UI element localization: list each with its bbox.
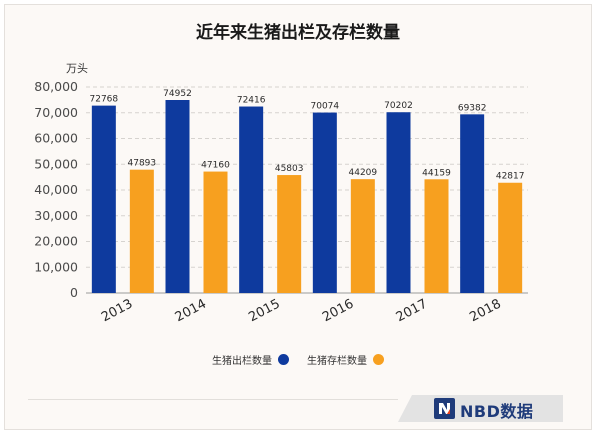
data-label: 44159 [422, 168, 451, 178]
x-tick-label: 2018 [467, 297, 503, 326]
x-tick-label: 2013 [99, 297, 135, 326]
x-tick-label: 2014 [173, 297, 209, 326]
y-tick-label: 80,000 [34, 79, 78, 94]
data-label: 47160 [201, 161, 230, 171]
y-tick-label: 60,000 [34, 131, 78, 146]
y-tick-label: 0 [70, 285, 78, 300]
data-label: 45803 [275, 164, 304, 174]
data-label: 72416 [237, 96, 266, 106]
y-tick-label: 70,000 [34, 105, 78, 120]
bar-series-2 [498, 182, 523, 293]
legend-item-series-1: 生猪出栏数量 [212, 352, 289, 367]
nbd-logo-icon [434, 398, 455, 419]
y-tick-label: 10,000 [34, 259, 78, 274]
chart-legend: 生猪出栏数量 生猪存栏数量 [0, 352, 596, 367]
data-label: 42817 [496, 172, 525, 182]
bar-series-2 [129, 169, 154, 293]
bar-series-1 [386, 112, 411, 293]
legend-label-series-1: 生猪出栏数量 [212, 356, 272, 367]
y-tick-label: 50,000 [34, 156, 78, 171]
footer-brand-band [398, 395, 563, 422]
legend-marker-series-1 [278, 354, 289, 365]
y-tick-label: 20,000 [34, 234, 78, 249]
bar-series-2 [277, 175, 302, 293]
bar-series-2 [203, 171, 228, 293]
bar-series-2 [424, 179, 449, 293]
data-label: 47893 [128, 159, 157, 169]
chart-title: 近年来生猪出栏及存栏数量 [196, 23, 400, 43]
data-label: 72768 [90, 95, 119, 105]
bar-series-1 [460, 114, 485, 294]
legend-item-series-2: 生猪存栏数量 [307, 352, 384, 367]
data-label: 70202 [384, 101, 413, 111]
data-label: 44209 [349, 168, 378, 178]
bar-series-1 [165, 99, 190, 293]
brand-name: NBD数据 [460, 402, 534, 421]
x-tick-label: 2017 [394, 297, 430, 326]
bar-series-1 [91, 105, 116, 293]
x-tick-label: 2016 [320, 297, 356, 326]
data-label: 74952 [163, 89, 192, 99]
footer-divider [28, 399, 398, 400]
x-tick-label: 2015 [246, 297, 282, 326]
legend-label-series-2: 生猪存栏数量 [307, 356, 367, 367]
legend-marker-series-2 [373, 354, 384, 365]
data-label: 69382 [458, 103, 487, 113]
bar-series-1 [312, 112, 337, 293]
y-tick-label: 40,000 [34, 182, 78, 197]
bar-series-1 [239, 106, 264, 293]
y-tick-label: 30,000 [34, 208, 78, 223]
bar-series-2 [350, 179, 375, 293]
y-axis-unit-label: 万头 [66, 62, 88, 75]
data-label: 70074 [311, 102, 340, 112]
